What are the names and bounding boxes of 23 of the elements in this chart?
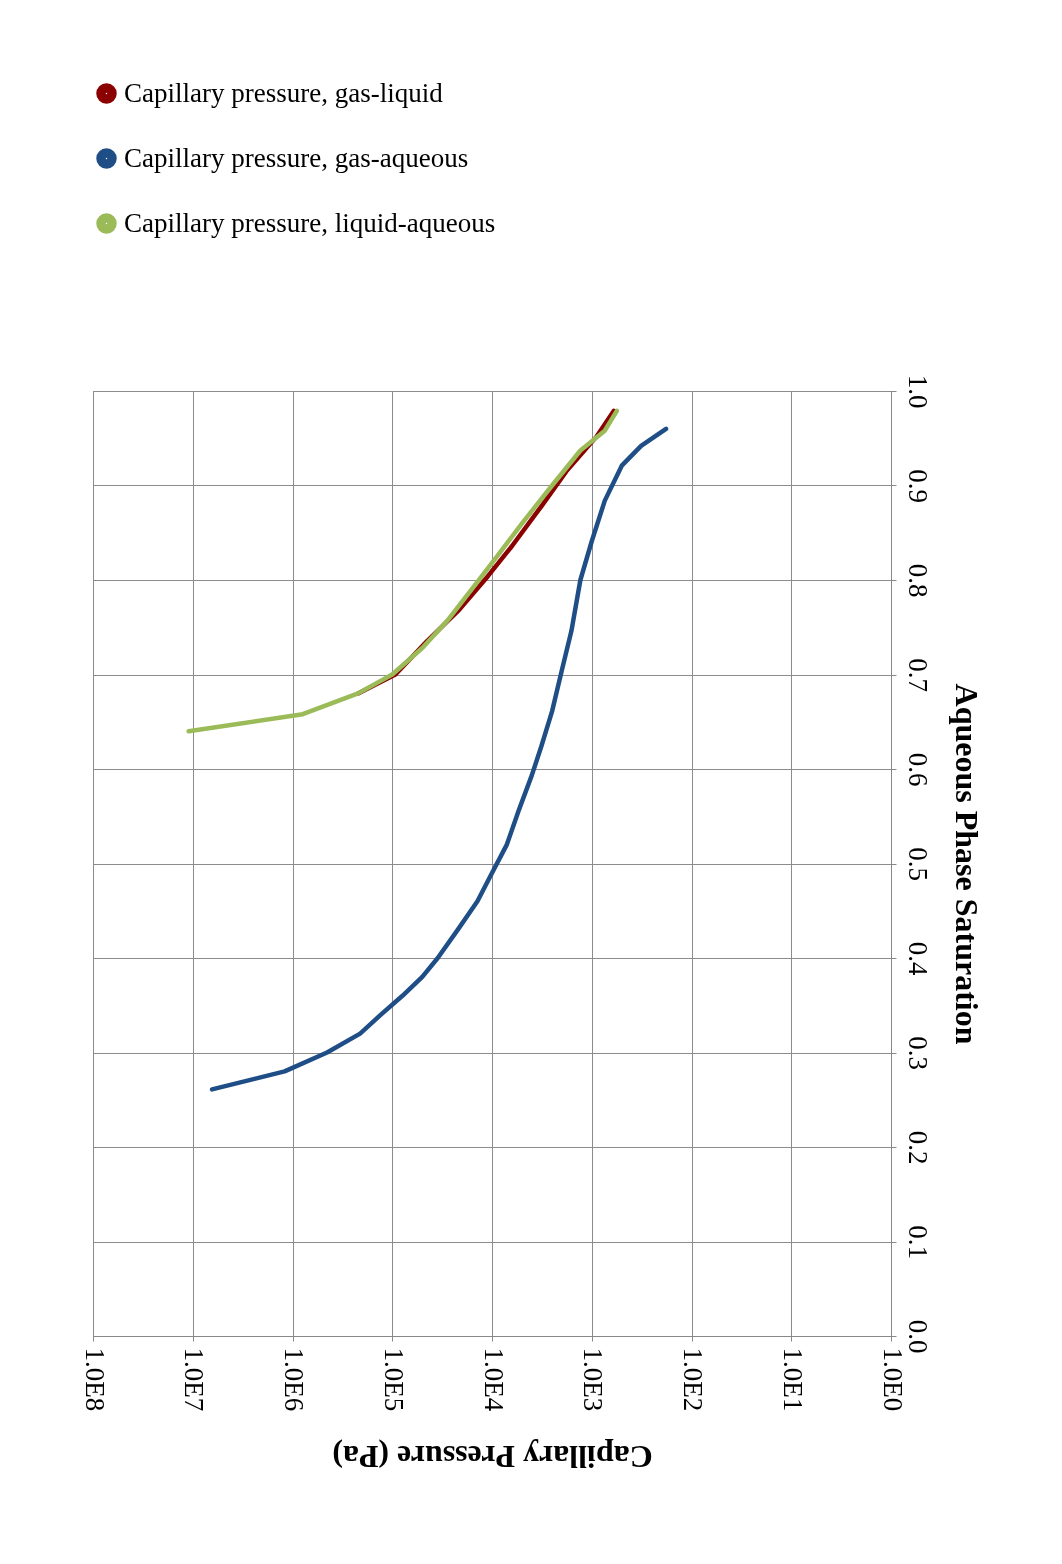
y-tick-label: 0.4 xyxy=(902,941,933,976)
y-tick-label: 0.7 xyxy=(902,658,933,692)
x-tick-label: 1.0E6 xyxy=(279,1347,309,1412)
legend-label: Capillary pressure, gas-aqueous xyxy=(124,142,469,173)
y-tick-label: 0.2 xyxy=(902,1130,933,1165)
y-tick-label: 0.1 xyxy=(902,1225,933,1259)
legend-label: Capillary pressure, gas-liquid xyxy=(124,77,444,108)
x-tick-label: 1.0E5 xyxy=(378,1347,409,1412)
y-tick-label: 0.8 xyxy=(902,563,933,598)
y-tick-label: 0.5 xyxy=(902,847,933,881)
y-axis-title: Aqueous Phase Saturation xyxy=(948,683,985,1045)
y-tick-label: 0.9 xyxy=(902,469,933,503)
y-tick-label: 1.0 xyxy=(902,374,933,409)
x-tick-label: 1.0E7 xyxy=(179,1347,210,1412)
x-tick-label: 1.0E1 xyxy=(777,1347,808,1412)
x-tick-label: 1.0E3 xyxy=(578,1347,609,1412)
x-tick-label: 1.0E8 xyxy=(79,1347,110,1412)
y-tick-label: 0.3 xyxy=(902,1036,933,1070)
y-tick-label: 0.6 xyxy=(902,752,933,787)
legend-label: Capillary pressure, liquid-aqueous xyxy=(124,207,496,238)
x-tick-label: 1.0E2 xyxy=(678,1347,708,1412)
x-tick-label: 1.0E4 xyxy=(478,1347,509,1412)
x-axis-title: Capillary Pressure (Pa) xyxy=(332,1439,653,1476)
